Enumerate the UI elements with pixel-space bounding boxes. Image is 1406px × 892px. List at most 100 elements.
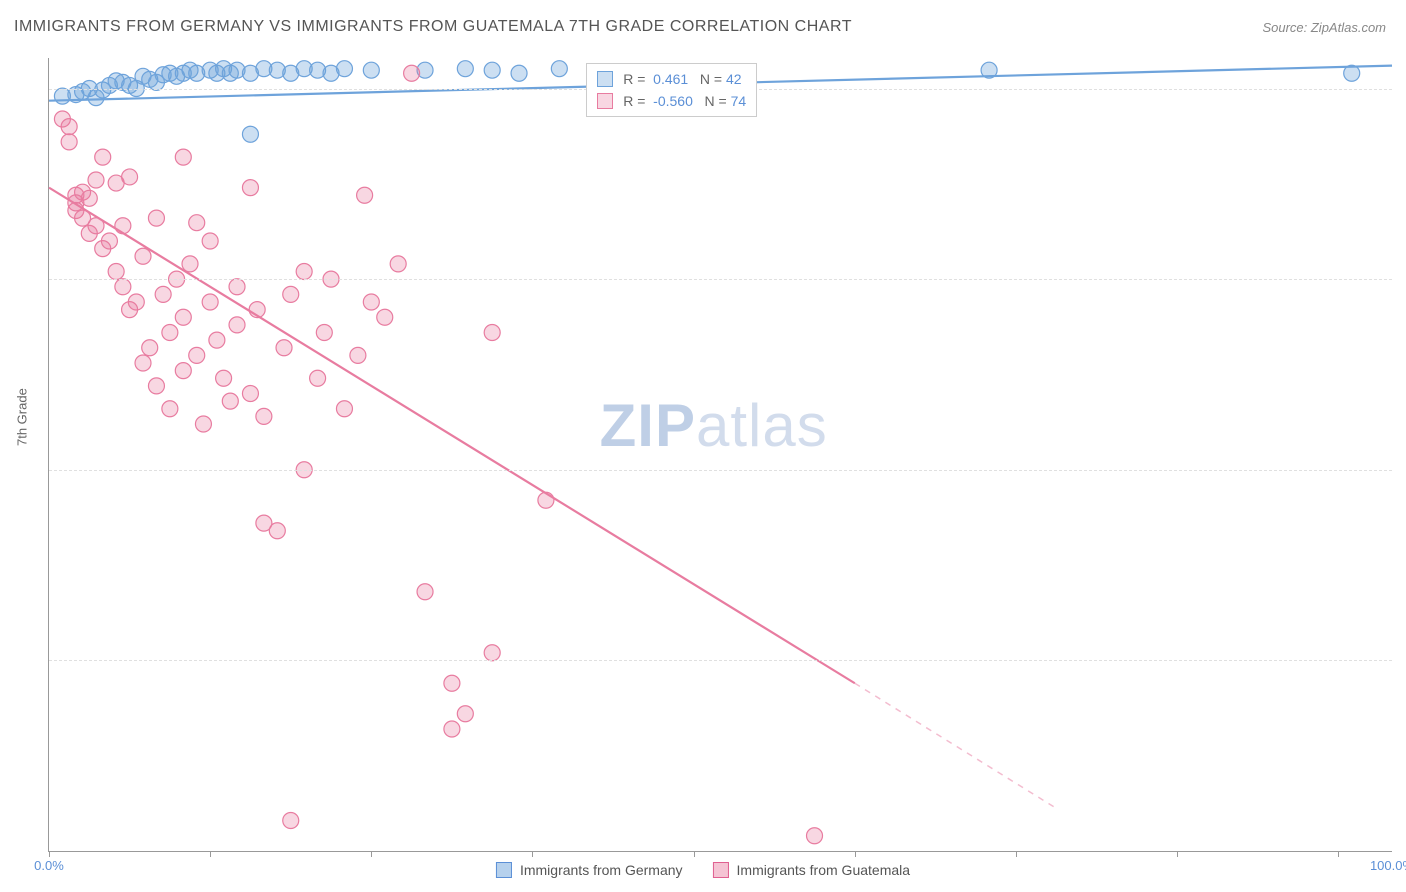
chart-plot-area: ZIPatlas 62.5%75.0%87.5%100.0%0.0%100.0%… <box>48 58 1392 852</box>
scatter-point <box>551 61 567 77</box>
legend-swatch-pink <box>713 862 729 878</box>
scatter-point <box>404 65 420 81</box>
stats-legend: R = 0.461 N = 42 R = -0.560 N = 74 <box>586 63 757 117</box>
y-axis-label: 7th Grade <box>15 388 30 446</box>
scatter-point <box>135 248 151 264</box>
scatter-point <box>390 256 406 272</box>
scatter-point <box>296 264 312 280</box>
regression-line-dashed <box>855 683 1056 808</box>
legend-item-guatemala: Immigrants from Guatemala <box>713 862 911 878</box>
scatter-point <box>363 294 379 310</box>
gridline <box>49 660 1392 661</box>
scatter-point <box>135 355 151 371</box>
scatter-point <box>377 309 393 325</box>
scatter-point <box>61 119 77 135</box>
x-tick-label: 100.0% <box>1370 858 1406 873</box>
scatter-point <box>142 340 158 356</box>
scatter-point <box>242 180 258 196</box>
scatter-point <box>189 215 205 231</box>
legend-bottom: Immigrants from Germany Immigrants from … <box>496 862 910 878</box>
stats-text: R = -0.560 N = 74 <box>623 93 746 109</box>
scatter-point <box>350 347 366 363</box>
scatter-point <box>108 264 124 280</box>
scatter-point <box>209 332 225 348</box>
scatter-point <box>807 828 823 844</box>
scatter-point <box>115 218 131 234</box>
scatter-point <box>283 813 299 829</box>
scatter-point <box>182 256 198 272</box>
scatter-point <box>128 294 144 310</box>
legend-swatch <box>597 93 613 109</box>
stats-text: R = 0.461 N = 42 <box>623 71 741 87</box>
scatter-point <box>310 370 326 386</box>
scatter-point <box>222 393 238 409</box>
scatter-point <box>242 386 258 402</box>
scatter-point <box>175 363 191 379</box>
scatter-point <box>229 317 245 333</box>
scatter-point <box>202 294 218 310</box>
y-tick-label: 87.5% <box>1402 272 1406 287</box>
scatter-point <box>202 233 218 249</box>
scatter-point <box>457 706 473 722</box>
legend-swatch-blue <box>496 862 512 878</box>
scatter-point <box>162 401 178 417</box>
stats-legend-row: R = 0.461 N = 42 <box>597 68 746 90</box>
scatter-point <box>538 492 554 508</box>
scatter-point <box>484 645 500 661</box>
scatter-point <box>484 325 500 341</box>
legend-label: Immigrants from Guatemala <box>737 862 911 878</box>
scatter-point <box>148 210 164 226</box>
scatter-point <box>229 279 245 295</box>
stats-legend-row: R = -0.560 N = 74 <box>597 90 746 112</box>
scatter-point <box>256 408 272 424</box>
regression-line <box>49 188 855 684</box>
legend-label: Immigrants from Germany <box>520 862 683 878</box>
scatter-point <box>316 325 332 341</box>
scatter-point <box>216 370 232 386</box>
gridline <box>49 279 1392 280</box>
scatter-point <box>336 61 352 77</box>
scatter-point <box>88 172 104 188</box>
x-tick-mark <box>1016 851 1017 857</box>
scatter-point <box>175 149 191 165</box>
scatter-point <box>81 190 97 206</box>
scatter-point <box>363 62 379 78</box>
x-tick-mark <box>371 851 372 857</box>
scatter-point <box>357 187 373 203</box>
scatter-point <box>444 675 460 691</box>
scatter-point <box>61 134 77 150</box>
scatter-point <box>95 149 111 165</box>
y-tick-label: 100.0% <box>1402 81 1406 96</box>
x-tick-mark <box>49 851 50 857</box>
gridline <box>49 470 1392 471</box>
scatter-point <box>148 378 164 394</box>
scatter-point <box>269 523 285 539</box>
scatter-point <box>195 416 211 432</box>
chart-title: IMMIGRANTS FROM GERMANY VS IMMIGRANTS FR… <box>14 18 852 36</box>
x-tick-mark <box>1338 851 1339 857</box>
x-tick-label: 0.0% <box>34 858 64 873</box>
x-tick-mark <box>855 851 856 857</box>
legend-item-germany: Immigrants from Germany <box>496 862 683 878</box>
scatter-svg <box>49 58 1392 851</box>
scatter-point <box>444 721 460 737</box>
scatter-point <box>115 279 131 295</box>
scatter-point <box>511 65 527 81</box>
scatter-point <box>242 126 258 142</box>
scatter-point <box>162 325 178 341</box>
y-tick-label: 75.0% <box>1402 462 1406 477</box>
x-tick-mark <box>532 851 533 857</box>
scatter-point <box>175 309 191 325</box>
x-tick-mark <box>1177 851 1178 857</box>
scatter-point <box>457 61 473 77</box>
x-tick-mark <box>694 851 695 857</box>
x-tick-mark <box>210 851 211 857</box>
scatter-point <box>122 169 138 185</box>
y-tick-label: 62.5% <box>1402 653 1406 668</box>
scatter-point <box>283 286 299 302</box>
scatter-point <box>336 401 352 417</box>
legend-swatch <box>597 71 613 87</box>
scatter-point <box>417 584 433 600</box>
scatter-point <box>276 340 292 356</box>
scatter-point <box>484 62 500 78</box>
